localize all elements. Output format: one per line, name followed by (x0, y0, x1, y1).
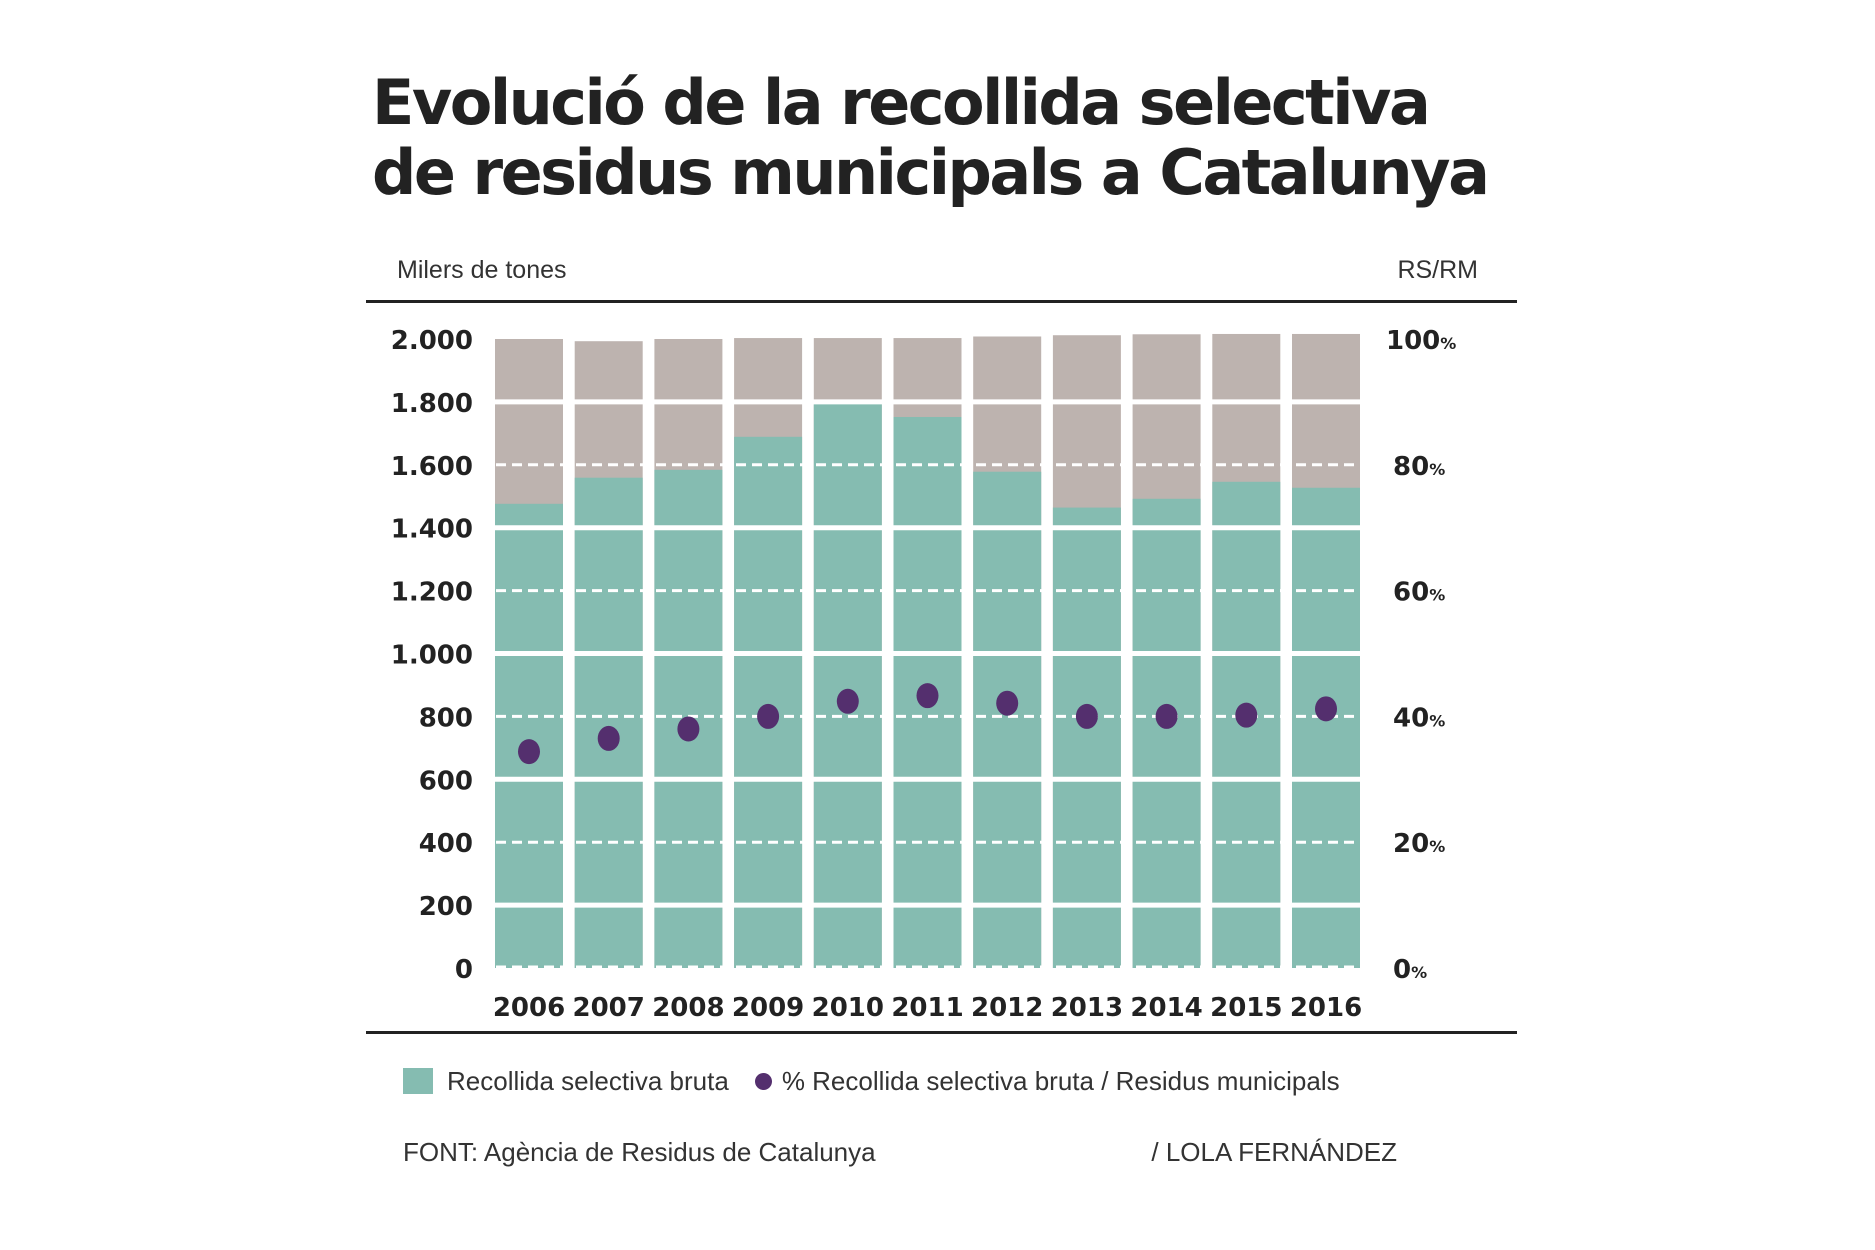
bar-selective-2006 (495, 503, 563, 968)
y-tick-label: 1.800 (391, 389, 473, 419)
author-credit: / LOLA FERNÁNDEZ (1151, 1137, 1397, 1167)
y-tick-label: 1.400 (391, 515, 473, 545)
y2-tick-label: 80% (1393, 452, 1445, 482)
right-axis-unit-label: RS/RM (1397, 256, 1478, 284)
x-tick-label: 2013 (1051, 993, 1123, 1023)
legend: Recollida selectiva bruta % Recollida se… (403, 1065, 1340, 1097)
bar-selective-2007 (574, 477, 643, 968)
dot-pct-2007 (597, 725, 620, 751)
x-tick-label: 2010 (812, 993, 884, 1023)
bar-selective-2013 (1052, 507, 1121, 968)
x-tick-label: 2011 (891, 993, 963, 1023)
y-tick-label: 2.000 (391, 326, 473, 356)
y2-tick-label: 40% (1393, 703, 1445, 733)
bars-layer (495, 333, 1360, 969)
bar-selective-2014 (1132, 498, 1201, 968)
y2-tick-label: 60% (1393, 578, 1445, 608)
dot-pct-2011 (916, 683, 939, 709)
left-axis-ticks: 0 200 400 600 800 1.000 1.200 1.400 1.600 1.800 2.… (391, 326, 473, 985)
x-tick-label: 2015 (1210, 993, 1282, 1023)
x-axis-ticks: 2006 2007 2008 2009 2010 2011 2012 2013 2014 2015… (493, 993, 1362, 1023)
dot-pct-2015 (1235, 702, 1258, 728)
y2-tick-label: 20% (1393, 829, 1445, 859)
x-tick-label: 2012 (971, 993, 1043, 1023)
y-tick-label: 1.600 (391, 452, 473, 482)
dot-pct-2008 (677, 716, 700, 742)
dot-pct-2014 (1155, 703, 1178, 729)
chart-title: Evolució de la recollida selectiva de re… (372, 68, 1572, 208)
dots-layer (518, 683, 1337, 765)
legend-swatch-selective-icon (403, 1068, 433, 1094)
bar-selective-2016 (1292, 487, 1360, 968)
grid-layer (480, 399, 1375, 969)
bar-selective-2009 (734, 436, 803, 968)
title-line-1: Evolució de la recollida selectiva (372, 66, 1431, 139)
y-tick-label: 600 (419, 766, 473, 796)
bottom-rule (366, 1031, 1517, 1034)
x-tick-label: 2009 (732, 993, 804, 1023)
x-tick-label: 2006 (493, 993, 565, 1023)
y-tick-label: 400 (419, 829, 473, 859)
top-rule (366, 300, 1517, 303)
x-tick-label: 2008 (652, 993, 724, 1023)
left-axis-unit-label: Milers de tones (397, 256, 567, 284)
dot-pct-2010 (836, 688, 859, 714)
legend-dot-icon (754, 1072, 772, 1090)
bar-selective-2010 (813, 402, 882, 968)
legend-label-bars: Recollida selectiva bruta (447, 1065, 729, 1096)
right-axis-ticks: 0% 20% 40% 60% 80% 100% (1386, 326, 1456, 985)
source-note: FONT: Agència de Residus de Catalunya (403, 1137, 876, 1167)
x-tick-label: 2007 (573, 993, 645, 1023)
y-tick-label: 0 (455, 955, 473, 985)
dot-pct-2013 (1075, 703, 1098, 729)
dot-pct-2012 (996, 690, 1019, 716)
y2-tick-label: 0% (1393, 955, 1427, 985)
title-line-2: de residus municipals a Catalunya (372, 136, 1490, 209)
y-tick-label: 1.000 (391, 641, 473, 671)
legend-label-dots: % Recollida selectiva bruta / Residus mu… (781, 1065, 1340, 1096)
dot-pct-2006 (518, 739, 540, 765)
bar-selective-2012 (973, 471, 1042, 968)
dot-pct-2016 (1315, 696, 1337, 722)
y2-tick-label: 100% (1386, 326, 1456, 356)
y-tick-label: 800 (419, 703, 473, 733)
dot-pct-2009 (757, 703, 780, 729)
x-tick-label: 2016 (1290, 993, 1362, 1023)
y-tick-label: 1.200 (391, 578, 473, 608)
y-tick-label: 200 (419, 892, 473, 922)
x-tick-label: 2014 (1130, 993, 1202, 1023)
